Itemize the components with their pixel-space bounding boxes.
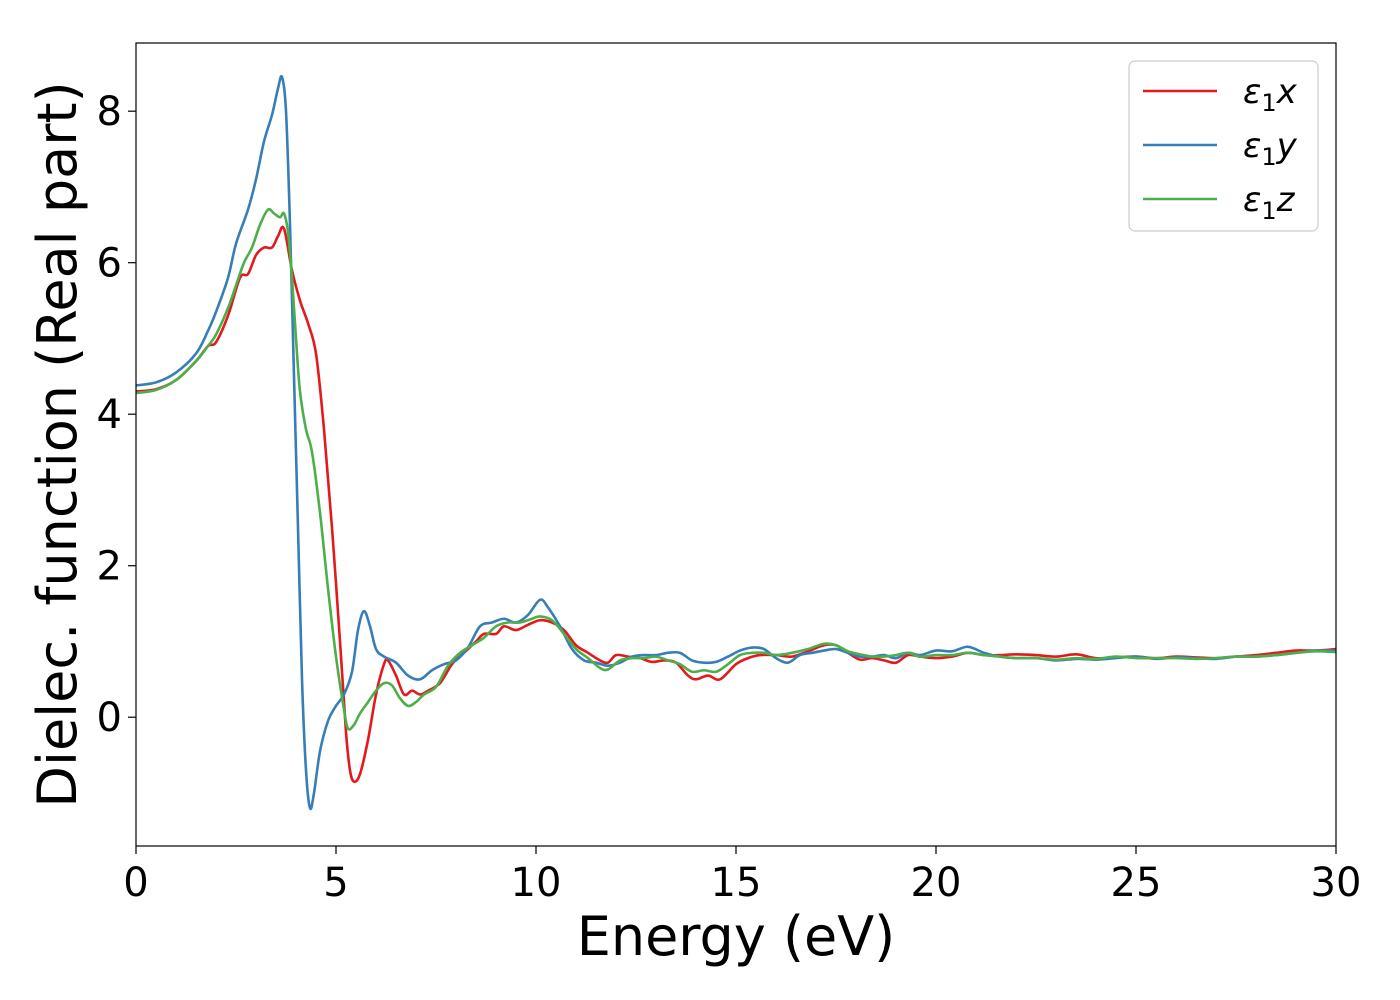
x-tick-label: 30 [1311, 860, 1362, 906]
x-axis: 0 5 10 15 20 25 30 [123, 846, 1361, 906]
series-line-2 [136, 207, 1336, 731]
x-axis-title: Energy (eV) [577, 905, 896, 968]
legend-label: ε1x [1243, 72, 1298, 117]
y-axis-title: Dielec. function (Real part) [26, 81, 89, 807]
x-tick-label: 25 [1111, 860, 1162, 906]
x-tick-label: 20 [911, 860, 962, 906]
y-tick-label: 0 [97, 695, 122, 741]
legend: ε1x ε1y ε1z [1128, 60, 1319, 232]
x-tick-label: 0 [123, 860, 148, 906]
y-tick-label: 4 [97, 392, 122, 438]
legend-label: ε1z [1243, 180, 1296, 225]
plot-lines [136, 74, 1336, 811]
legend-box [1128, 60, 1319, 232]
series-line-0 [136, 225, 1336, 784]
y-tick-label: 2 [97, 544, 122, 590]
x-tick-label: 15 [711, 860, 762, 906]
x-tick-label: 10 [511, 860, 562, 906]
y-axis: 0 2 4 6 8 [97, 89, 136, 741]
x-tick-label: 5 [323, 860, 348, 906]
legend-label: ε1y [1243, 126, 1298, 171]
y-tick-label: 8 [97, 89, 122, 135]
y-tick-label: 6 [97, 241, 122, 287]
